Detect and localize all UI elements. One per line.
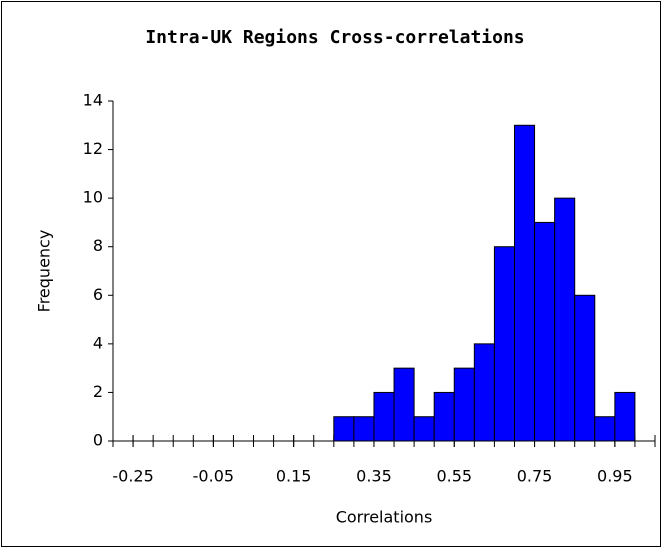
bar	[554, 197, 576, 442]
bar	[534, 221, 556, 442]
bar	[493, 246, 515, 442]
y-tick-label: 2	[93, 382, 103, 401]
bar	[413, 416, 435, 442]
x-tick-label: -0.05	[193, 467, 234, 486]
bar	[513, 124, 536, 442]
y-axis-label: Frequency	[35, 230, 54, 313]
x-tick-label: 0.95	[597, 467, 633, 486]
bar	[574, 294, 596, 442]
bar	[353, 416, 375, 442]
x-tick-label: -0.25	[112, 467, 153, 486]
bar	[453, 367, 475, 442]
x-tick-label: 0.55	[436, 467, 472, 486]
bar	[393, 367, 415, 442]
y-tick-label: 12	[83, 139, 103, 158]
x-axis-label: Correlations	[336, 508, 433, 527]
x-tick-label: 0.15	[276, 467, 312, 486]
y-tick-label: 10	[83, 188, 103, 207]
bar	[594, 416, 616, 442]
y-tick-label: 14	[83, 91, 103, 110]
bar	[433, 391, 455, 442]
y-tick-label: 4	[93, 333, 103, 352]
y-tick-label: 6	[93, 285, 103, 304]
x-tick-label: 0.75	[517, 467, 553, 486]
bar	[614, 391, 636, 442]
x-tick-label: 0.35	[356, 467, 392, 486]
chart-title: Intra-UK Regions Cross-correlations	[145, 27, 524, 48]
y-tick-label: 8	[93, 236, 103, 255]
bar	[373, 391, 395, 442]
y-tick-label: 0	[93, 431, 103, 450]
bar	[333, 416, 355, 442]
bar	[473, 343, 495, 442]
